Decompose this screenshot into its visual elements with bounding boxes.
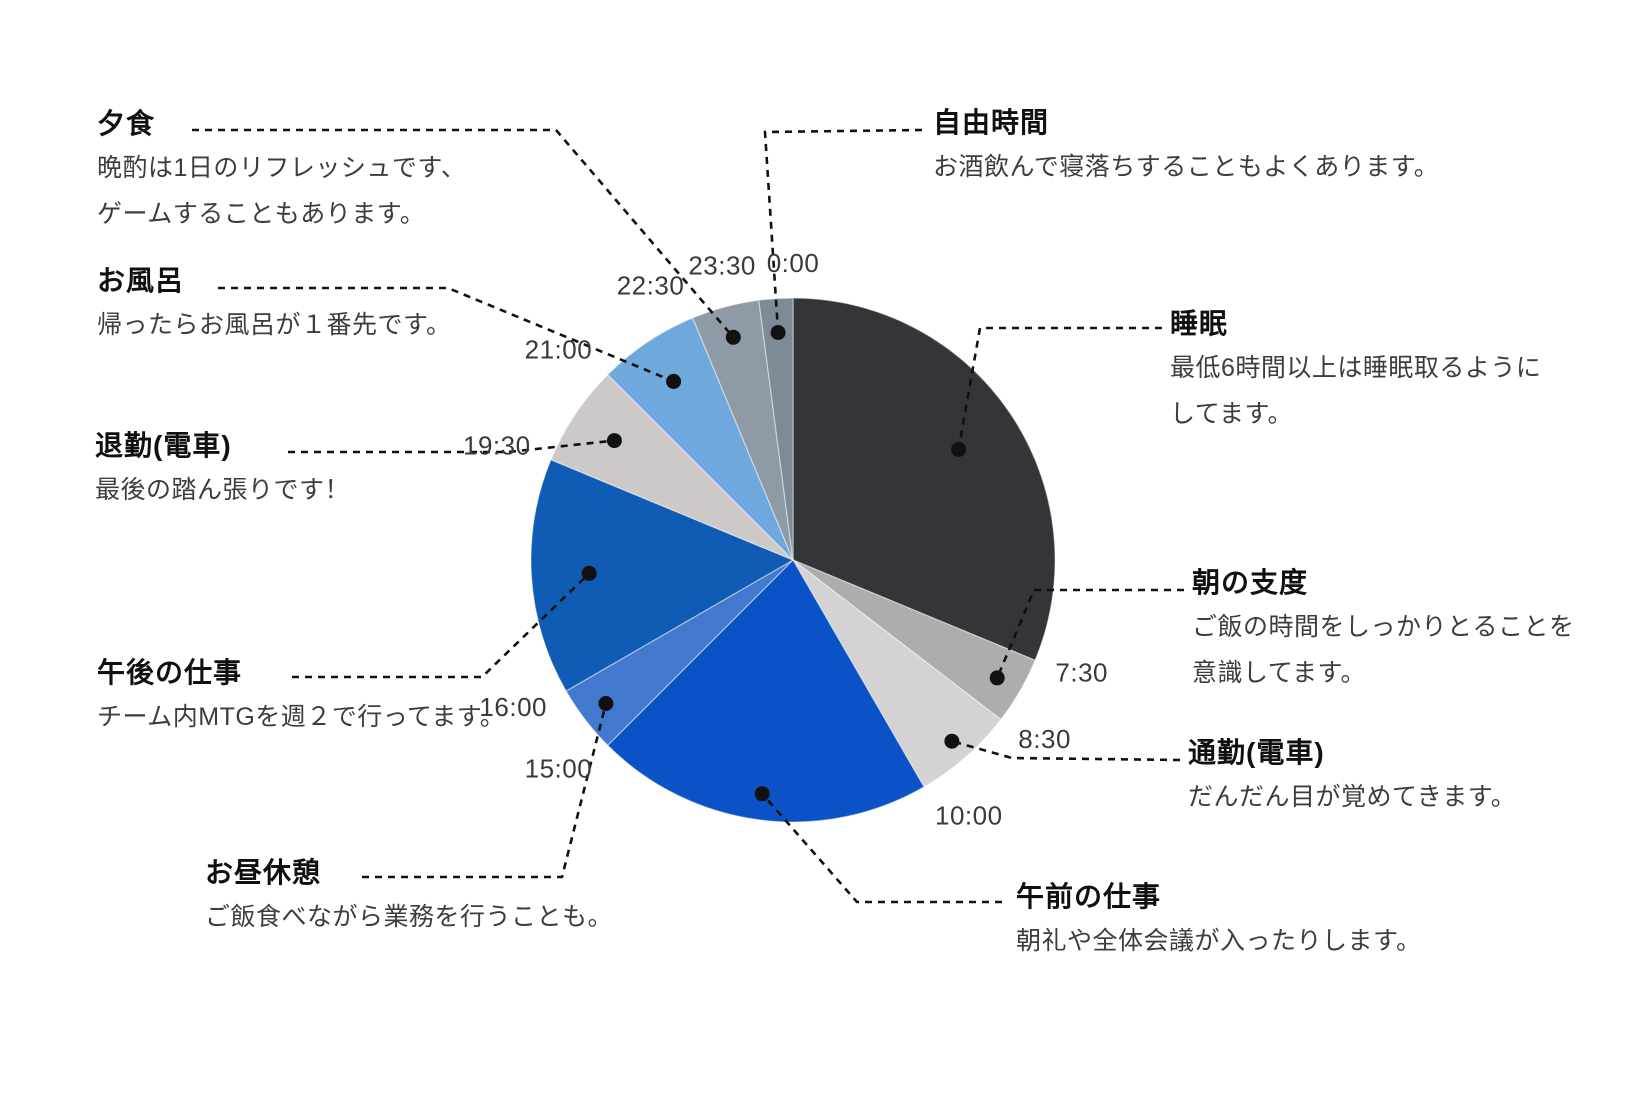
callout-description-line: 最低6時間以上は睡眠取るように <box>1170 353 1542 382</box>
callout-description-line: チーム内MTGを週２で行ってます。 <box>97 702 506 731</box>
leader-line-afternoon-work <box>292 572 591 679</box>
time-tick-labels: 0:00 7:30 8:30 10:00 15:00 16:00 19:30 21:00 22:… <box>463 248 1108 830</box>
time-tick-label: 7:30 <box>1055 657 1108 687</box>
time-tick-label: 23:30 <box>688 251 756 281</box>
callout-free-time: 自由時間お酒飲んで寝落ちすることもよくあります。 <box>933 106 1439 186</box>
callout-description-line: 意識してます。 <box>1192 659 1367 688</box>
pie-segment-bath <box>606 317 794 561</box>
leader-dot-dinner <box>725 329 741 345</box>
callout-title: お風呂 <box>97 265 185 296</box>
leader-dot-commute-home <box>606 433 622 449</box>
callout-description-line: 帰ったらお風呂が１番先です。 <box>97 310 452 339</box>
leader-dot-lunch-break <box>598 696 614 711</box>
leader-dot-sleep <box>951 441 967 457</box>
time-tick-label: 19:30 <box>463 431 531 461</box>
callout-dinner: 夕食晩酌は1日のリフレッシュです、 ゲームすることもあります。 <box>97 107 466 234</box>
leader-line-commute-home <box>288 439 615 454</box>
callout-morning-work: 午前の仕事朝礼や全体会議が入ったりします。 <box>1016 880 1422 960</box>
callout-title: 朝の支度 <box>1192 567 1309 598</box>
callout-description-line: 晩酌は1日のリフレッシュです、 <box>97 153 467 182</box>
callout-title: 通勤(電車) <box>1188 737 1325 768</box>
callout-description-line: ご飯の時間をしっかりとることを <box>1192 612 1575 641</box>
callout-sleep: 睡眠最低6時間以上は睡眠取るように してます。 <box>1170 307 1541 434</box>
callout-description-line: だんだん目が覚めてきます。 <box>1188 782 1517 811</box>
leader-line-free-time <box>763 128 923 333</box>
time-tick-label: 0:00 <box>767 248 820 278</box>
pie-segment-commute-train <box>792 559 1002 788</box>
pie-segment-lunch-break <box>565 559 794 747</box>
callout-title: 夕食 <box>97 108 156 139</box>
pie-segment-morning-work <box>606 559 925 823</box>
leader-line-morning-prep <box>996 588 1184 679</box>
leader-line-commute-train <box>951 739 1181 762</box>
callout-title: 退勤(電車) <box>95 430 232 461</box>
leader-line-lunch-break <box>362 703 608 879</box>
leader-dot-morning-work <box>754 786 770 802</box>
callout-bath: お風呂帰ったらお風呂が１番先です。 <box>97 264 452 344</box>
callout-description-line: ご飯食べながら業務を行うことも。 <box>205 902 614 931</box>
leader-line-bath <box>218 286 675 383</box>
callout-description-line: ゲームすることもあります。 <box>97 200 426 229</box>
callout-leader-lines <box>192 128 1184 904</box>
callout-afternoon-work: 午後の仕事チーム内MTGを週２で行ってます。 <box>97 656 505 736</box>
leader-dot-bath <box>666 373 682 389</box>
leader-dot-afternoon-work <box>581 565 597 581</box>
time-tick-label: 15:00 <box>525 753 593 783</box>
callout-commute-home: 退勤(電車) 最後の踏ん張りです！ <box>95 429 350 509</box>
callout-title: 睡眠 <box>1170 308 1229 339</box>
callout-description-line: お酒飲んで寝落ちすることもよくあります。 <box>933 152 1440 181</box>
leader-dot-commute-train <box>944 733 960 749</box>
pie-wedges <box>530 297 1056 823</box>
pie-segment-commute-home <box>550 373 794 561</box>
callout-title: 自由時間 <box>933 107 1050 138</box>
callout-title: 午後の仕事 <box>97 657 243 688</box>
callout-commute-train: 通勤(電車) だんだん目が覚めてきます。 <box>1188 736 1516 816</box>
pie-segment-afternoon-work <box>530 458 795 692</box>
time-tick-label: 8:30 <box>1018 724 1071 754</box>
leader-dot-morning-prep <box>989 670 1005 686</box>
pie-segment-dinner <box>691 299 794 561</box>
pie-segment-morning-prep <box>792 559 1036 721</box>
time-tick-label: 21:00 <box>525 335 593 365</box>
callout-title: 午前の仕事 <box>1016 881 1162 912</box>
callout-description-line: 朝礼や全体会議が入ったりします。 <box>1016 926 1422 955</box>
time-tick-label: 22:30 <box>617 271 685 301</box>
pie-segment-sleep <box>792 297 1056 662</box>
time-tick-label: 16:00 <box>479 692 547 722</box>
leader-line-morning-work <box>761 792 1002 904</box>
callout-title: お昼休憩 <box>205 857 322 888</box>
leader-dot-free-time <box>770 325 786 340</box>
callout-description-line: してます。 <box>1170 400 1294 429</box>
callout-morning-prep: 朝の支度ご飯の時間をしっかりとることを 意識してます。 <box>1192 566 1575 693</box>
pie-segment-free-time <box>758 297 794 561</box>
callout-lunch-break: お昼休憩ご飯食べながら業務を行うことも。 <box>205 856 613 936</box>
time-tick-label: 10:00 <box>935 800 1003 830</box>
callout-description-line: 最後の踏ん張りです！ <box>95 475 351 504</box>
leader-line-sleep <box>957 326 1162 450</box>
leader-line-dinner <box>192 128 735 339</box>
